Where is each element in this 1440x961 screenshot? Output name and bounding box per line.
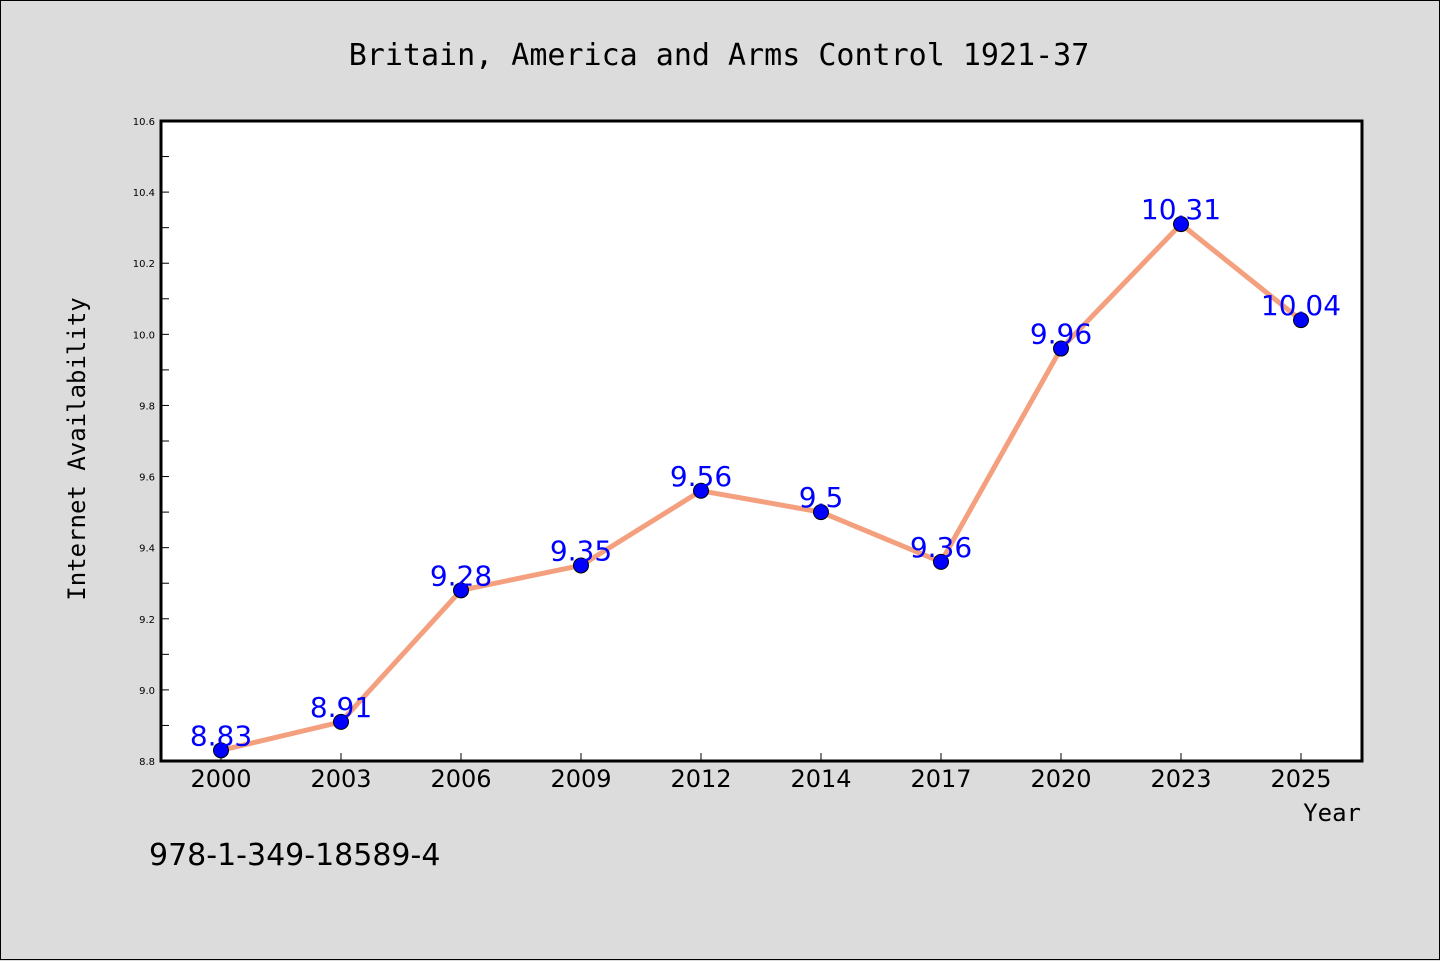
- y-tick-label: 10.6: [133, 117, 155, 128]
- data-point: [333, 713, 349, 730]
- data-label: 9.5: [799, 481, 844, 514]
- y-axis-label: Internet Availability: [63, 297, 91, 600]
- y-tick-label: 8.8: [139, 757, 155, 768]
- data-label: 10.31: [1141, 193, 1221, 226]
- x-tick-label: 2006: [430, 765, 491, 793]
- data-label: 9.56: [670, 460, 732, 493]
- x-tick-label: 2009: [550, 765, 611, 793]
- series-line: [218, 221, 1304, 753]
- y-tick-label: 9.0: [139, 686, 155, 697]
- data-point: [453, 582, 469, 599]
- y-tick-label: 9.8: [139, 401, 155, 412]
- x-axis-label: Year: [1303, 799, 1361, 827]
- data-point: [573, 557, 589, 574]
- plot-area: [161, 121, 1362, 761]
- data-label: 9.35: [550, 534, 612, 567]
- plot-frame: [159, 119, 1364, 763]
- data-label: 8.91: [310, 691, 372, 724]
- data-label: 9.28: [430, 559, 492, 592]
- y-tick-label: 10.0: [133, 330, 155, 341]
- data-point: [933, 553, 949, 570]
- y-tick-label: 10.4: [133, 188, 155, 199]
- series-line-group: 8.83 8.91 9.28 9.35 9.56 9.5 9.36 9.96 10.31 10.0…: [190, 193, 1341, 759]
- y-tick-label: 9.6: [139, 473, 155, 484]
- x-tick-label: 2023: [1150, 765, 1211, 793]
- x-tick-label: 2025: [1270, 765, 1331, 793]
- x-axis: 2000 2003 2006 2009 2012 2014 2017 2020 2023 2025: [190, 753, 1332, 793]
- x-tick-label: 2000: [190, 765, 251, 793]
- data-label: 10.04: [1261, 289, 1341, 322]
- x-tick-label: 2017: [910, 765, 971, 793]
- y-tick-label: 10.2: [133, 259, 155, 270]
- data-point: [693, 482, 709, 499]
- y-tick-label: 9.2: [139, 615, 155, 626]
- data-label: 8.83: [190, 719, 252, 752]
- data-point: [1053, 340, 1069, 357]
- isbn-footer: 978-1-349-18589-4: [149, 838, 440, 873]
- x-tick-label: 2014: [790, 765, 851, 793]
- chart-title: Britain, America and Arms Control 1921-3…: [349, 38, 1090, 73]
- x-tick-label: 2003: [310, 765, 371, 793]
- data-point: [813, 504, 829, 521]
- data-label: 9.96: [1030, 318, 1092, 351]
- x-tick-label: 2012: [670, 765, 731, 793]
- data-point: [1173, 216, 1189, 233]
- x-tick-label: 2020: [1030, 765, 1091, 793]
- data-label: 9.36: [910, 531, 972, 564]
- data-point: [1293, 312, 1309, 329]
- y-tick-label: 9.4: [139, 544, 155, 555]
- data-point: [213, 742, 229, 759]
